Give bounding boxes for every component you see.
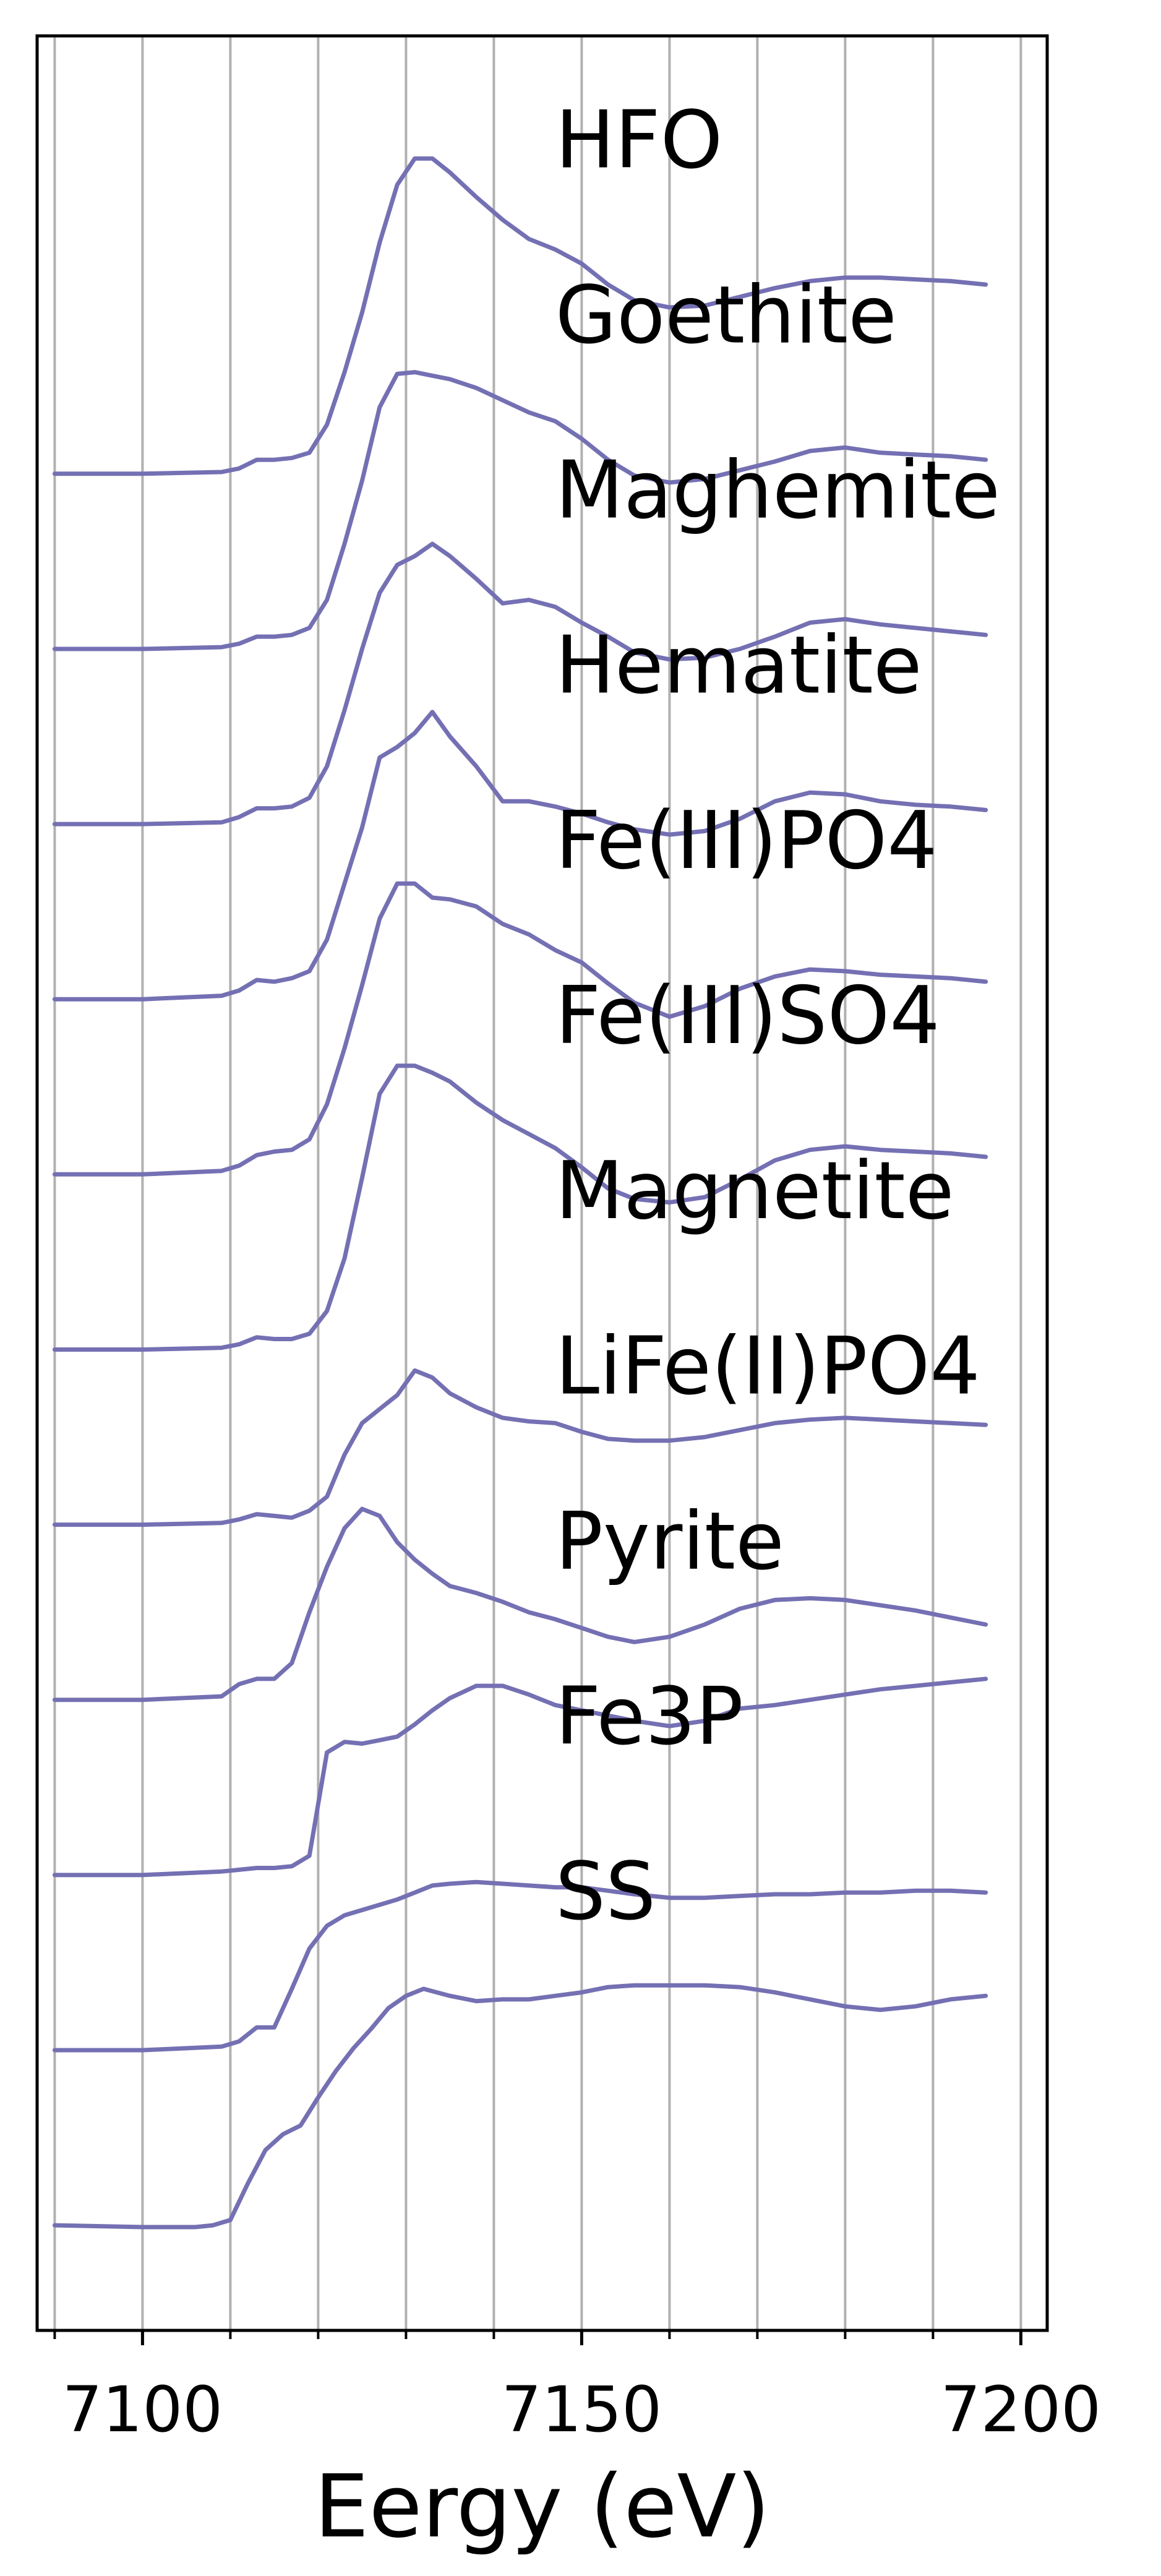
series-label: SS xyxy=(555,1846,656,1938)
series-label: Fe(III)SO4 xyxy=(555,970,940,1062)
series-label: Goethite xyxy=(555,269,897,361)
series-line-3 xyxy=(52,710,988,1002)
grid-lines xyxy=(53,36,1022,2330)
series-label: Magnetite xyxy=(555,1145,954,1237)
series-label: Pyrite xyxy=(555,1495,784,1587)
plot-frame xyxy=(35,34,1049,2332)
x-tick-label: 7200 xyxy=(941,2373,1102,2447)
series-label: Fe(III)PO4 xyxy=(555,795,938,887)
series-label: Fe3P xyxy=(555,1671,743,1763)
series-line-1 xyxy=(52,370,988,651)
series-label: Hematite xyxy=(555,620,922,712)
series-line-0 xyxy=(52,156,988,476)
x-axis-title: Eergy (eV) xyxy=(314,2457,770,2557)
x-tick-label: 7150 xyxy=(502,2373,662,2447)
series-line-5 xyxy=(52,1063,988,1352)
series-label: Maghemite xyxy=(555,445,1000,537)
series-line-7 xyxy=(52,1506,988,1702)
x-tick-label: 7100 xyxy=(62,2373,223,2447)
series-line-4 xyxy=(52,881,988,1177)
series-line-6 xyxy=(52,1368,988,1527)
series-line-2 xyxy=(52,541,988,826)
series-label: HFO xyxy=(555,94,723,186)
series-line-8 xyxy=(52,1677,988,1878)
x-axis-ticks: 7100 7150 7200 xyxy=(53,2330,1102,2447)
series-line-9 xyxy=(52,1879,988,2053)
series-label: LiFe(II)PO4 xyxy=(555,1320,980,1412)
series-lines xyxy=(52,156,988,2230)
series-labels: HFO Goethite Maghemite Hematite Fe(III)PO4 Fe… xyxy=(555,94,1000,1938)
series-line-10 xyxy=(52,1983,988,2230)
